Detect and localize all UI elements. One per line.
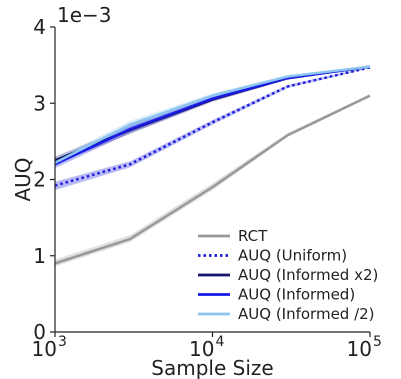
legend-item: AUQ (Uniform) [198,247,347,265]
legend: RCT AUQ (Uniform)AUQ (Informed x2) AUQ (In… [198,227,378,323]
legend-label: AUQ (Informed) [238,286,355,304]
series-band [55,66,370,191]
series-band [55,65,370,165]
series-line [54,65,371,166]
x-tick-base: 10 [189,337,214,361]
y-tick-label: 2 [33,168,46,192]
series-line [54,94,371,265]
x-axis-label: Sample Size [151,356,273,379]
series-band [55,65,370,167]
y-tick-label: 1 [33,244,46,268]
legend-item: RCT [198,227,268,245]
legend-label: AUQ (Informed /2) [238,305,375,323]
x-tick-exponent: 3 [58,334,67,350]
x-tick-base: 10 [347,337,372,361]
series-line [54,65,371,164]
legend-label: RCT [238,227,268,245]
legend-item: AUQ (Informed /2) [198,305,375,323]
y-tick-label: 3 [33,91,46,115]
legend-label: AUQ (Uniform) [238,247,347,265]
legend-item: AUQ (Informed x2) [198,266,378,284]
y-scale-label: 1e−3 [57,3,112,27]
series-line [54,65,371,162]
series-lines [54,65,371,265]
y-ticks: 0 1 2 3 4 [33,15,55,344]
legend-label: AUQ (Informed x2) [238,266,378,284]
y-axis-label: AUQ [11,157,35,201]
series-band [55,94,370,267]
x-tick-label: 10 3 [32,334,67,361]
y-tick-label: 4 [33,15,46,39]
x-tick-base: 10 [32,337,57,361]
y-tick-label: 0 [33,320,46,344]
x-tick-exponent: 5 [373,334,382,350]
x-ticks: 10 3 10 4 10 5 [32,332,382,361]
series-line [54,66,371,187]
x-tick-exponent: 4 [216,334,225,350]
legend-item: AUQ (Informed) [198,286,355,304]
x-tick-label: 10 4 [189,334,224,361]
x-tick-label: 10 5 [347,334,382,361]
